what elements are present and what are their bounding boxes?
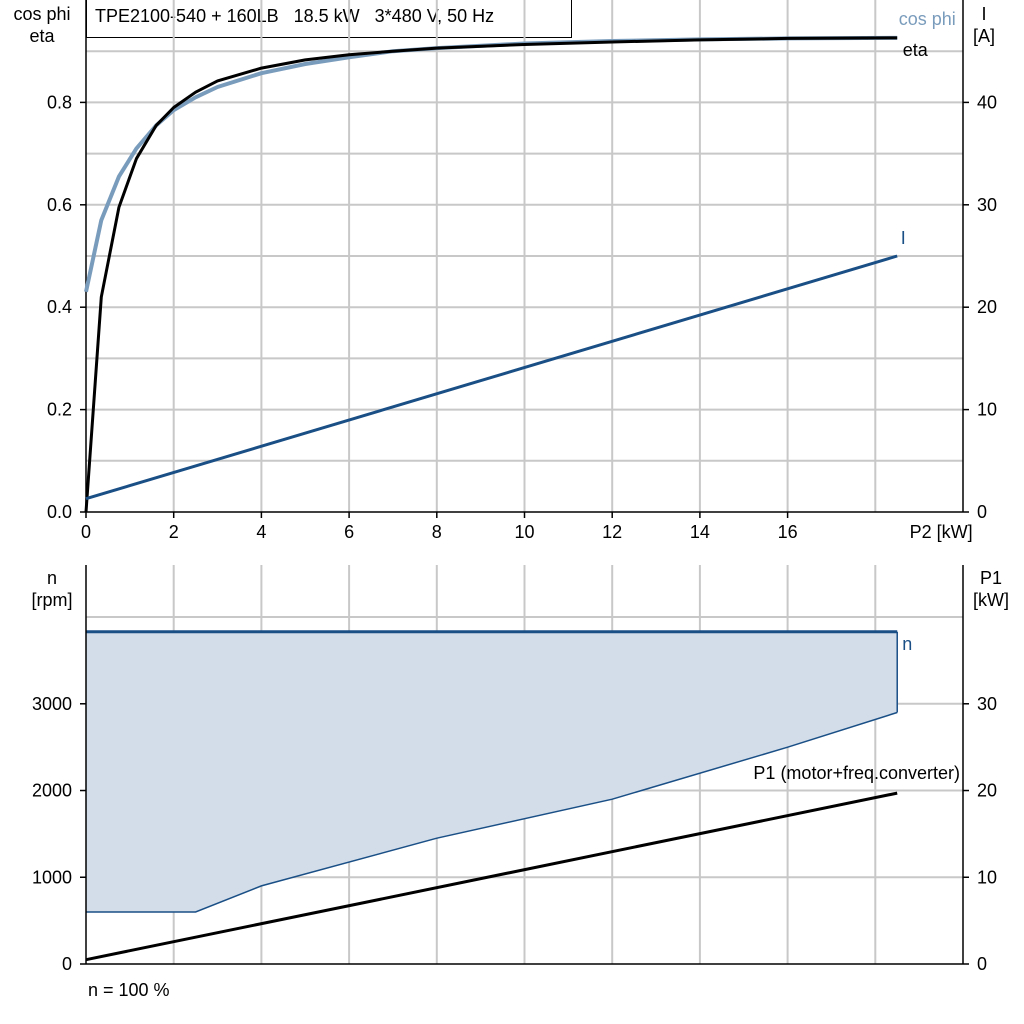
- y-right-tick-label: 30: [977, 195, 997, 215]
- y-left-tick-label: 3000: [32, 694, 72, 714]
- series-line-P1: [85, 791, 898, 962]
- y-left-tick-label: 2000: [32, 781, 72, 801]
- y-right-axis-label: P1: [980, 568, 1002, 588]
- y-right-tick-label: 10: [977, 867, 997, 887]
- y-left-axis-label: n: [47, 568, 57, 588]
- y-left-tick-label: 1000: [32, 867, 72, 887]
- x-tick-label: 6: [344, 522, 354, 542]
- min-speed-line: [86, 711, 898, 913]
- x-tick-label: 10: [514, 522, 534, 542]
- y-left-tick-label: 0.0: [47, 502, 72, 522]
- series-label-I: I: [901, 228, 906, 248]
- y-right-tick-label: 0: [977, 502, 987, 522]
- series-label-cos-phi: cos phi: [899, 9, 956, 29]
- y-right-tick-label: 0: [977, 954, 987, 974]
- series-line-I: [85, 254, 898, 501]
- y-right-axis-label: [kW]: [973, 590, 1009, 610]
- footer-note: n = 100 %: [88, 980, 170, 1000]
- series-label-eta: eta: [903, 40, 929, 60]
- y-left-tick-label: 0.2: [47, 400, 72, 420]
- y-right-axis-label: I: [981, 4, 986, 24]
- y-right-tick-label: 10: [977, 400, 997, 420]
- y-left-axis-label: cos phi: [13, 4, 70, 24]
- x-tick-label: 14: [690, 522, 710, 542]
- y-left-axis-label: [rpm]: [31, 590, 72, 610]
- series-label-P1: P1 (motor+freq.converter): [753, 763, 960, 783]
- series-line-cos-phi: [84, 35, 898, 293]
- y-left-tick-label: 0.6: [47, 195, 72, 215]
- y-right-tick-label: 20: [977, 781, 997, 801]
- speed-range-area: [86, 631, 898, 912]
- x-tick-label: 12: [602, 522, 622, 542]
- y-right-tick-label: 30: [977, 694, 997, 714]
- chart-title: TPE2100-540 + 160LB 18.5 kW 3*480 V, 50 …: [86, 0, 572, 38]
- y-right-tick-label: 40: [977, 92, 997, 112]
- series-line-eta: [84, 36, 898, 513]
- x-tick-label: 2: [169, 522, 179, 542]
- y-left-tick-label: 0.4: [47, 297, 72, 317]
- x-tick-label: 4: [256, 522, 266, 542]
- x-axis-label: P2 [kW]: [910, 522, 973, 542]
- x-tick-label: 16: [778, 522, 798, 542]
- y-right-axis-label: [A]: [973, 26, 995, 46]
- y-left-axis-label: eta: [29, 26, 55, 46]
- series-label-n: n: [902, 634, 912, 654]
- y-left-tick-label: 0: [62, 954, 72, 974]
- x-tick-label: 8: [432, 522, 442, 542]
- y-right-tick-label: 20: [977, 297, 997, 317]
- x-tick-label: 0: [81, 522, 91, 542]
- y-left-tick-label: 0.8: [47, 92, 72, 112]
